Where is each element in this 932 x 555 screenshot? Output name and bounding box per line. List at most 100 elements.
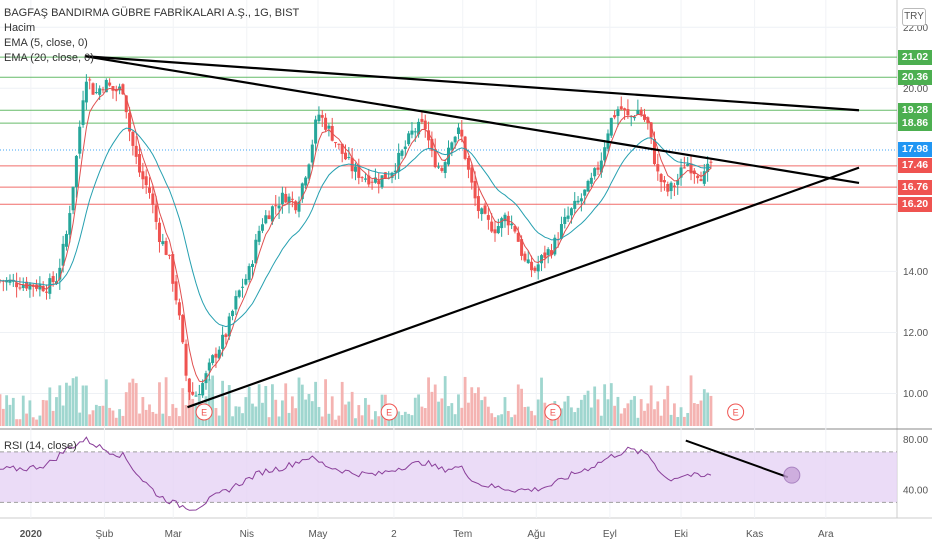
candle-body	[171, 254, 175, 284]
candle-body	[290, 198, 294, 200]
volume-bar	[35, 419, 38, 426]
volume-bar	[609, 383, 613, 426]
candle-body	[304, 177, 308, 186]
volume-bar	[194, 405, 198, 426]
volume-bar	[536, 399, 540, 426]
candle-body	[51, 276, 55, 283]
candle-body	[523, 253, 527, 261]
volume-bar	[596, 399, 600, 426]
candle-body	[383, 172, 387, 179]
candle-body	[456, 127, 460, 134]
candle-body	[64, 234, 68, 247]
volume-bar	[310, 401, 314, 426]
volume-bar	[161, 413, 165, 426]
earnings-label: E	[550, 408, 556, 418]
candle-body	[108, 82, 112, 86]
candle-body	[260, 224, 264, 231]
candle-body	[659, 174, 663, 183]
volume-bar	[94, 404, 98, 426]
candle-body	[28, 283, 32, 290]
volume-bar	[191, 398, 195, 426]
candle-body	[327, 125, 331, 129]
volume-bar	[656, 401, 660, 426]
volume-bar	[294, 408, 298, 426]
candle-body	[94, 92, 98, 94]
candle-body	[164, 240, 168, 255]
candle-body	[194, 395, 198, 397]
candle-body	[231, 310, 235, 317]
volume-bar	[583, 394, 587, 426]
candle-body	[21, 284, 25, 289]
volume-bar	[629, 399, 633, 426]
candle-body	[221, 334, 225, 349]
price-badge: 16.76	[898, 179, 932, 195]
volume-bar	[114, 417, 118, 426]
volume-bar	[104, 379, 108, 426]
volume-bar	[586, 390, 590, 426]
candle-body	[437, 166, 441, 168]
candle-body	[646, 117, 650, 123]
volume-bar	[327, 413, 331, 426]
volume-bar	[88, 414, 92, 426]
candle-body	[124, 95, 128, 113]
volume-bar	[217, 415, 221, 426]
volume-bar	[214, 407, 218, 426]
candle-body	[493, 229, 497, 234]
candle-body	[669, 182, 673, 192]
candle-body	[310, 144, 314, 163]
candle-body	[217, 349, 221, 359]
volume-bar	[101, 405, 105, 426]
candle-body	[264, 215, 268, 224]
volume-bar	[510, 417, 514, 426]
candle-body	[672, 185, 676, 187]
candle-body	[45, 291, 49, 293]
candle-body	[407, 133, 411, 145]
volume-bar	[124, 392, 128, 426]
candle-body	[151, 193, 155, 205]
candle-body	[377, 180, 381, 185]
candle-body	[510, 223, 514, 226]
rsi-tick-label: 80.00	[903, 435, 928, 446]
volume-bar	[121, 415, 125, 426]
time-tick-label: Ağu	[527, 529, 545, 540]
volume-bar	[31, 417, 35, 426]
candle-body	[177, 302, 181, 316]
rsi-trendline	[685, 439, 789, 479]
volume-bar	[370, 419, 374, 426]
volume-bar	[437, 401, 440, 426]
volume-bar	[709, 395, 713, 426]
volume-bar	[453, 414, 457, 426]
volume-legend: Hacim	[4, 22, 36, 34]
volume-bar	[540, 377, 543, 426]
time-tick-label: Şub	[96, 529, 114, 540]
volume-bar	[151, 412, 155, 426]
volume-bar	[440, 398, 444, 426]
volume-bar	[274, 399, 278, 426]
candle-body	[78, 126, 82, 154]
volume-bar	[367, 404, 371, 426]
candle-body	[676, 180, 680, 185]
volume-bar	[463, 376, 467, 426]
volume-bar	[626, 403, 630, 426]
volume-bar	[354, 418, 357, 426]
volume-bar	[71, 378, 75, 426]
volume-bar	[337, 415, 341, 426]
volume-bar	[237, 406, 241, 426]
volume-bar	[0, 394, 2, 426]
candle-body	[148, 187, 151, 193]
volume-bar	[692, 403, 696, 426]
volume-bar	[566, 395, 570, 426]
candle-body	[520, 239, 524, 256]
candle-body	[357, 164, 361, 178]
volume-bar	[340, 381, 344, 426]
volume-bar	[277, 416, 281, 426]
symbol-title: BAGFAŞ BANDIRMA GÜBRE FABRİKALARI A.Ş., …	[4, 7, 300, 19]
candle-body	[191, 391, 195, 395]
volume-bar	[207, 379, 211, 426]
candle-body	[300, 183, 304, 200]
currency-button[interactable]: TRY	[902, 8, 926, 26]
candle-body	[636, 109, 640, 115]
time-tick-label: 2	[391, 529, 397, 540]
